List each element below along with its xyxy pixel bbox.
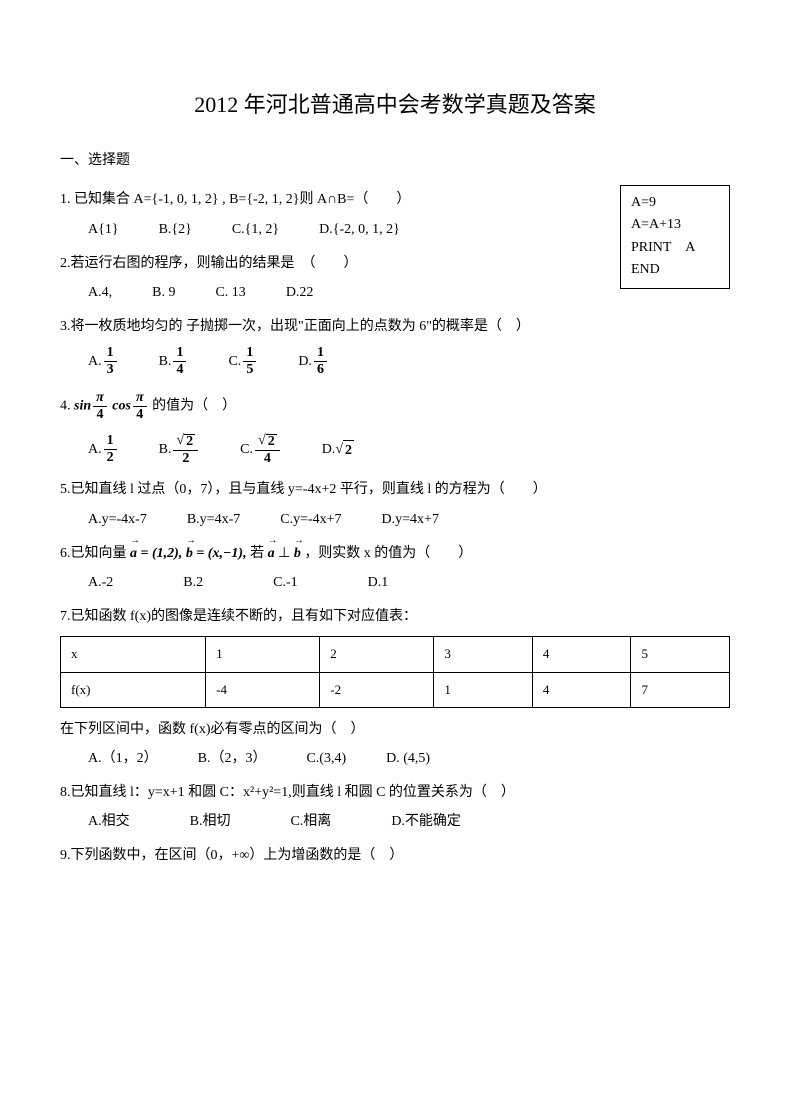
cell: 5 (631, 637, 730, 672)
q2-stem: 2.若运行右图的程序，则输出的结果是 （ ） (60, 254, 730, 274)
q8-stem: 8.已知直线 l：y=x+1 和圆 C：x²+y²=1,则直线 l 和圆 C 的… (60, 783, 730, 803)
opt-b: B.22 (159, 432, 201, 466)
opt-d: D. (4,5) (386, 749, 430, 769)
cell: -2 (320, 672, 434, 707)
question-8: 8.已知直线 l：y=x+1 和圆 C：x²+y²=1,则直线 l 和圆 C 的… (60, 783, 730, 832)
section-heading: 一、选择题 (60, 151, 730, 171)
q7-options: A.（1，2） B.（2，3） C.(3,4) D. (4,5) (60, 749, 730, 769)
opt-c: C.y=-4x+7 (280, 510, 341, 530)
opt-a: A.13 (88, 346, 119, 377)
opt-a: A{1} (88, 220, 119, 240)
q1-stem: 1. 已知集合 A={-1, 0, 1, 2} , B={-2, 1, 2}则 … (60, 190, 730, 210)
opt-c: C.-1 (273, 573, 298, 593)
question-2: 2.若运行右图的程序，则输出的结果是 （ ） A.4, B. 9 C. 13 D… (60, 254, 730, 303)
opt-c: C.相离 (290, 812, 331, 832)
opt-d: D.22 (286, 283, 314, 303)
opt-d: D.不能确定 (391, 812, 461, 832)
q6-options: A.-2 B.2 C.-1 D.1 (60, 573, 730, 593)
question-6: 6.已知向量 a = (1,2), b = (x,−1), 若 a ⊥ b ，则… (60, 544, 730, 593)
opt-b: B.14 (159, 346, 189, 377)
q2-options: A.4, B. 9 C. 13 D.22 (60, 283, 730, 303)
question-3: 3.将一枚质地均匀的 子抛掷一次，出现"正面向上的点数为 6"的概率是（ ） A… (60, 317, 730, 378)
opt-c: C.24 (240, 432, 282, 466)
opt-b: B.2 (183, 573, 203, 593)
q5-stem: 5.已知直线 l 过点（0，7），且与直线 y=-4x+2 平行，则直线 l 的… (60, 480, 730, 500)
opt-b: B.（2，3） (198, 749, 267, 769)
question-4: 4. sinπ4 cosπ4 的值为（ ） A.12 B.22 C.24 D.2 (60, 391, 730, 466)
opt-a: A.y=-4x-7 (88, 510, 147, 530)
cell: 4 (532, 637, 631, 672)
opt-a: A.相交 (88, 812, 130, 832)
table-row: f(x) -4 -2 1 4 7 (61, 672, 730, 707)
question-7: 7.已知函数 f(x)的图像是连续不断的，且有如下对应值表： x 1 2 3 4… (60, 607, 730, 769)
table-row: x 1 2 3 4 5 (61, 637, 730, 672)
opt-b: B.相切 (190, 812, 231, 832)
cell: 7 (631, 672, 730, 707)
q4-stem: 4. sinπ4 cosπ4 的值为（ ） (60, 391, 730, 422)
question-5: 5.已知直线 l 过点（0，7），且与直线 y=-4x+2 平行，则直线 l 的… (60, 480, 730, 529)
cell: x (61, 637, 206, 672)
opt-a: A.-2 (88, 573, 113, 593)
q8-options: A.相交 B.相切 C.相离 D.不能确定 (60, 812, 730, 832)
opt-d: D.{-2, 0, 1, 2} (319, 220, 400, 240)
q7-stem: 7.已知函数 f(x)的图像是连续不断的，且有如下对应值表： (60, 607, 730, 627)
cell: 4 (532, 672, 631, 707)
opt-b: B. 9 (152, 283, 175, 303)
question-9: 9.下列函数中，在区间（0，+∞）上为增函数的是（ ） (60, 846, 730, 866)
q3-options: A.13 B.14 C.15 D.16 (60, 346, 730, 377)
cell: f(x) (61, 672, 206, 707)
q5-options: A.y=-4x-7 B.y=4x-7 C.y=-4x+7 D.y=4x+7 (60, 510, 730, 530)
opt-a: A.（1，2） (88, 749, 158, 769)
cell: -4 (206, 672, 320, 707)
q7-substem: 在下列区间中，函数 f(x)必有零点的区间为（ ） (60, 720, 730, 740)
opt-c: C. 13 (215, 283, 245, 303)
opt-d: D.16 (298, 346, 329, 377)
question-1: 1. 已知集合 A={-1, 0, 1, 2} , B={-2, 1, 2}则 … (60, 190, 730, 239)
opt-d: D.y=4x+7 (382, 510, 439, 530)
cell: 3 (434, 637, 533, 672)
q6-stem: 6.已知向量 a = (1,2), b = (x,−1), 若 a ⊥ b ，则… (60, 544, 730, 564)
opt-c: C.{1, 2} (232, 220, 279, 240)
cell: 2 (320, 637, 434, 672)
q7-table: x 1 2 3 4 5 f(x) -4 -2 1 4 7 (60, 636, 730, 707)
opt-c: C.15 (228, 346, 258, 377)
opt-d: D.2 (322, 438, 354, 461)
cell: 1 (206, 637, 320, 672)
opt-b: B.{2} (159, 220, 192, 240)
opt-d: D.1 (368, 573, 389, 593)
opt-b: B.y=4x-7 (187, 510, 240, 530)
cell: 1 (434, 672, 533, 707)
opt-a: A.4, (88, 283, 112, 303)
q3-stem: 3.将一枚质地均匀的 子抛掷一次，出现"正面向上的点数为 6"的概率是（ ） (60, 317, 730, 337)
q9-stem: 9.下列函数中，在区间（0，+∞）上为增函数的是（ ） (60, 846, 730, 866)
page-title: 2012 年河北普通高中会考数学真题及答案 (60, 90, 730, 121)
q4-options: A.12 B.22 C.24 D.2 (60, 432, 730, 466)
q1-options: A{1} B.{2} C.{1, 2} D.{-2, 0, 1, 2} (60, 220, 730, 240)
opt-c: C.(3,4) (306, 749, 346, 769)
opt-a: A.12 (88, 434, 119, 465)
